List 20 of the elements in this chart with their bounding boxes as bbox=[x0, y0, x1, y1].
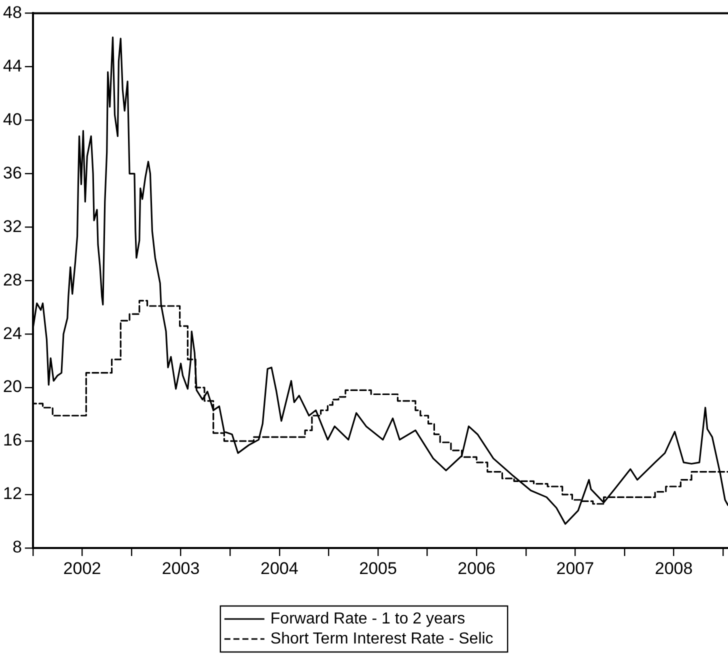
y-tick-label: 32 bbox=[2, 216, 22, 236]
y-tick-label: 48 bbox=[2, 2, 22, 22]
y-tick-label: 28 bbox=[2, 270, 22, 290]
y-tick-label: 44 bbox=[2, 56, 22, 76]
x-tick-label: 2006 bbox=[458, 558, 496, 578]
y-tick-label: 40 bbox=[2, 110, 22, 129]
x-tick-label: 2004 bbox=[260, 558, 298, 578]
legend-label: Short Term Interest Rate - Selic bbox=[270, 630, 494, 648]
y-tick-label: 20 bbox=[2, 377, 22, 396]
x-tick-label: 2007 bbox=[556, 558, 594, 578]
y-tick-label: 24 bbox=[2, 324, 22, 343]
x-tick-label: 2002 bbox=[63, 558, 102, 578]
x-tick-label: 2003 bbox=[162, 558, 200, 578]
y-tick-label: 36 bbox=[2, 163, 22, 182]
y-tick-label: 12 bbox=[2, 484, 22, 504]
y-tick-label: 16 bbox=[2, 430, 22, 450]
x-tick-label: 2005 bbox=[359, 558, 397, 578]
legend-label: Forward Rate - 1 to 2 years bbox=[270, 610, 466, 628]
x-tick-label: 2008 bbox=[654, 558, 693, 578]
y-tick-label: 8 bbox=[12, 538, 22, 557]
